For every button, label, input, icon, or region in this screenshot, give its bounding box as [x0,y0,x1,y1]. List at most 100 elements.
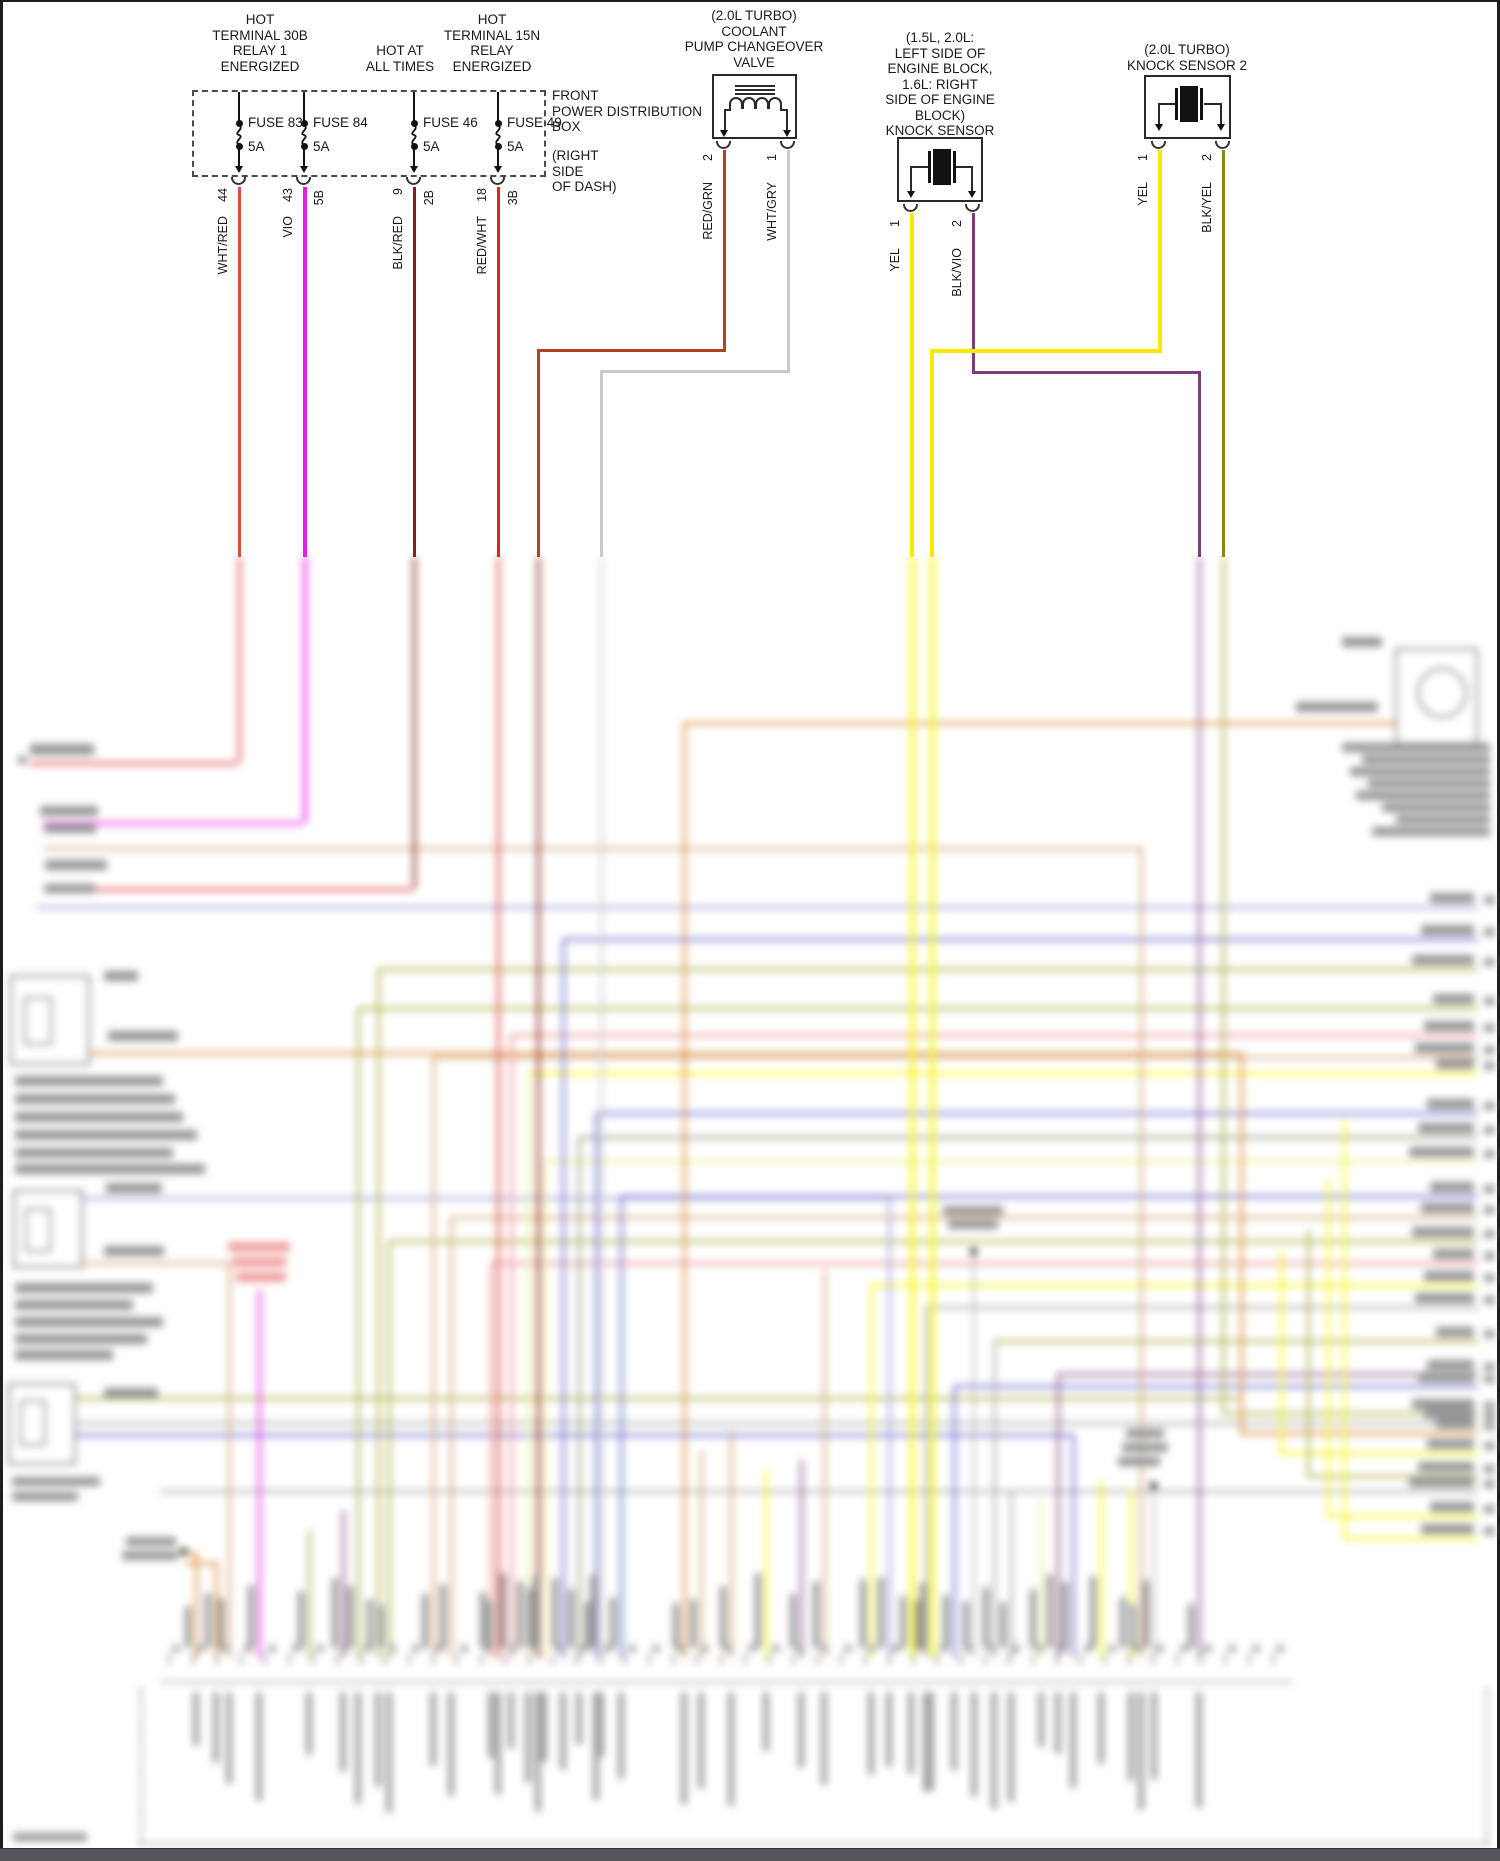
blur-wire-v [1222,557,1225,1412]
page-border-left [0,0,3,1861]
ecm-pin-number-blob [1484,1412,1495,1420]
fuse-84-rating: 5A [313,139,330,154]
blur-wire-h [43,847,1140,850]
wire-segment [413,187,416,557]
strip-pin-number-blob [676,1645,684,1652]
fuse-terminal-dot [410,142,418,150]
blur-wire-v [925,1306,928,1658]
strip-pin-label-blob [598,1692,604,1757]
blur-wire-v [357,1007,360,1658]
ecm-pin-number-blob [1484,1206,1495,1214]
ecm-pin-label-blob [1433,994,1474,1004]
footer-bar [0,1848,1500,1861]
down-arrow-icon [1155,124,1163,131]
strip-pin-number-blob [556,1645,564,1652]
wire-segment [972,371,1201,374]
obscured-text-blob [15,1317,163,1327]
ecm-pin-label-blob [1436,1059,1474,1069]
ecm-pin-number-blob [1484,1442,1495,1450]
strip-pin-number-blob [1060,1645,1068,1652]
connector-socket-icon [490,177,505,185]
blur-wire-v [1153,1486,1155,1658]
wire-color-label-text: RED/WHT [475,216,489,275]
strip-pin-tick [336,1654,338,1665]
component-pin-color-label-text: RED/GRN [701,182,715,240]
obscured-text-blob [12,1477,100,1486]
strip-pin-tick [552,1654,554,1665]
strip-pin-tick [432,1654,434,1665]
strip-pin-number-blob [1036,1645,1044,1652]
strip-pin-tick [192,1654,194,1665]
blur-wire-h [43,822,303,825]
component-pin-color-label-text: WHT/GRY [765,182,779,241]
strip-wire-label-blob [568,1589,574,1648]
component-pin-color-label-text: BLK/YEL [1200,182,1214,233]
connector-socket-icon [1151,141,1166,149]
splice-dot [970,1248,977,1255]
strip-pin-number-blob [508,1645,516,1652]
wire-segment [1158,150,1162,351]
obscured-text-blob [18,756,27,764]
strip-pin-number-blob [916,1645,924,1652]
coolant-pump-changeover-valve-title: (2.0L TURBO) COOLANT PUMP CHANGEOVER VAL… [684,8,824,70]
strip-pin-number-blob [796,1645,804,1652]
obscured-text-blob [15,1076,163,1086]
blur-wire-h [37,906,1478,909]
blur-wire-v [388,1240,391,1658]
blur-wire-h [75,1397,1240,1400]
wire-segment [930,349,1162,353]
ecm-pin-number-blob [1484,1126,1495,1134]
solenoid-core-line [735,89,775,91]
obscured-text-blob [45,884,95,893]
strip-pin-number-blob [868,1645,876,1652]
splice-dot [1150,1482,1157,1489]
strip-pin-label-blob [763,1692,769,1751]
blur-wire-v [377,968,380,1658]
blur-wire-h [1240,1432,1478,1435]
ecm-pin-number-blob [1484,1150,1495,1158]
blur-wire-h [870,1284,1478,1287]
blur-wire-v [258,1290,261,1658]
blur-wire-v [910,557,915,1658]
strip-pin-label-blob [1151,1692,1157,1780]
obscured-text-blob [1356,791,1490,800]
strip-wire-label-blob [755,1573,761,1648]
wire-segment [723,150,726,351]
strip-pin-tick [984,1654,986,1665]
ecm-pin-label-blob [1412,955,1474,965]
strip-pin-number-blob [1252,1645,1260,1652]
strip-wire-label-blob [610,1597,616,1648]
power-source-label-hot-at-all-times: HOT AT ALL TIMES [365,43,435,74]
strip-wire-label-blob [205,1593,211,1648]
component-lead [786,109,788,133]
strip-pin-label-blob [886,1692,892,1767]
strip-pin-number-blob [772,1645,780,1652]
strip-pin-label-blob [488,1692,494,1758]
strip-wire-label-blob [963,1601,969,1648]
blur-wire-v [527,1072,530,1658]
wire-segment [537,351,540,557]
strip-pin-number-blob [988,1645,996,1652]
component-pin-color-label-text: BLK/VIO [950,248,964,297]
strip-pin-number-blob [484,1645,492,1652]
strip-pin-tick [744,1654,746,1665]
strip-pin-number-blob [196,1645,204,1652]
ecm-pin-number-blob [1484,1252,1495,1260]
strip-wire-label-blob [900,1596,906,1648]
strip-pin-tick [840,1654,842,1665]
strip-pin-number-blob [316,1645,324,1652]
blur-wire-h [1222,1412,1478,1415]
strip-pin-number-blob [580,1645,588,1652]
blur-wire-h [75,1434,1072,1437]
component-lead [1220,103,1222,128]
connector-socket-icon [296,177,311,185]
blur-wire-v [870,1284,873,1658]
wire-color-label-text: WHT/RED [216,216,230,275]
wire-segment [238,187,241,557]
fuse-terminal-dot [494,119,502,127]
ecm-pin-label-blob [1421,925,1474,935]
strip-pin-tick [1080,1654,1082,1665]
strip-pin-label-blob [1070,1692,1076,1788]
front-power-distribution-box [192,90,546,177]
